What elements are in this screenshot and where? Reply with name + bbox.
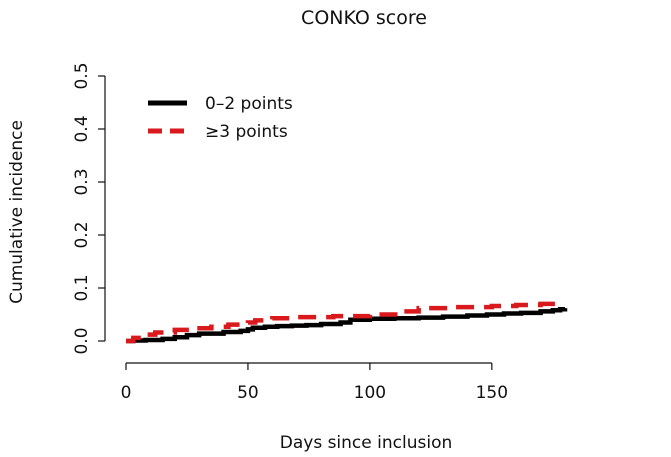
y-tick-label: 0.2 [72, 221, 92, 248]
series-line-0-2-points [126, 306, 568, 344]
x-tick-label: 100 [354, 383, 386, 403]
x-ticks: 0 50 100 150 [121, 363, 508, 403]
series-line-3plus-points [126, 301, 561, 344]
y-tick-label: 0.5 [72, 62, 92, 89]
x-tick-label: 50 [237, 383, 259, 403]
x-axis: 0 50 100 150 [121, 362, 508, 403]
y-ticks: 0.0 0.1 0.2 0.3 0.4 0.5 [72, 62, 105, 355]
x-tick-label: 0 [121, 383, 132, 403]
y-axis-label: Cumulative incidence [7, 120, 27, 304]
legend: 0–2 points ≥3 points [148, 94, 293, 142]
chart-title: CONKO score [301, 7, 427, 29]
legend-label-3plus-points: ≥3 points [205, 122, 288, 142]
legend-label-0-2-points: 0–2 points [205, 94, 293, 114]
x-tick-label: 150 [476, 383, 508, 403]
y-tick-label: 0.4 [72, 115, 92, 142]
plot-area [126, 301, 568, 344]
series-layer [126, 301, 568, 344]
y-tick-label: 0.3 [72, 168, 92, 195]
y-axis: 0.0 0.1 0.2 0.3 0.4 0.5 [72, 62, 106, 355]
y-tick-label: 0.1 [72, 274, 92, 301]
y-tick-label: 0.0 [72, 327, 92, 354]
x-axis-label: Days since inclusion [280, 433, 453, 453]
